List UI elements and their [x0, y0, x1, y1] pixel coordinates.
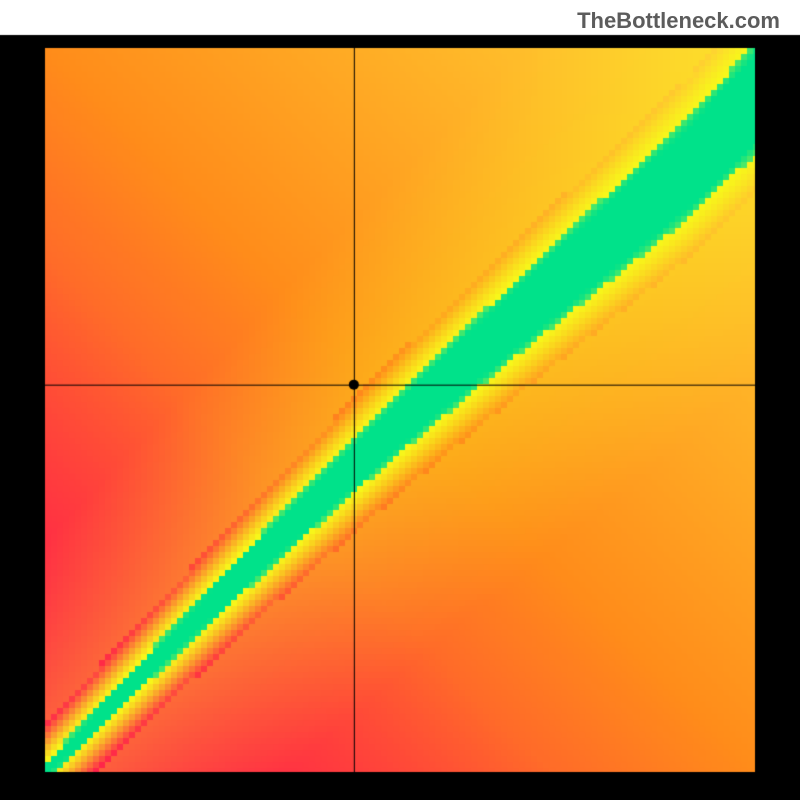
- heatmap-canvas: [0, 0, 800, 800]
- chart-container: TheBottleneck.com: [0, 0, 800, 800]
- watermark-text: TheBottleneck.com: [577, 8, 780, 34]
